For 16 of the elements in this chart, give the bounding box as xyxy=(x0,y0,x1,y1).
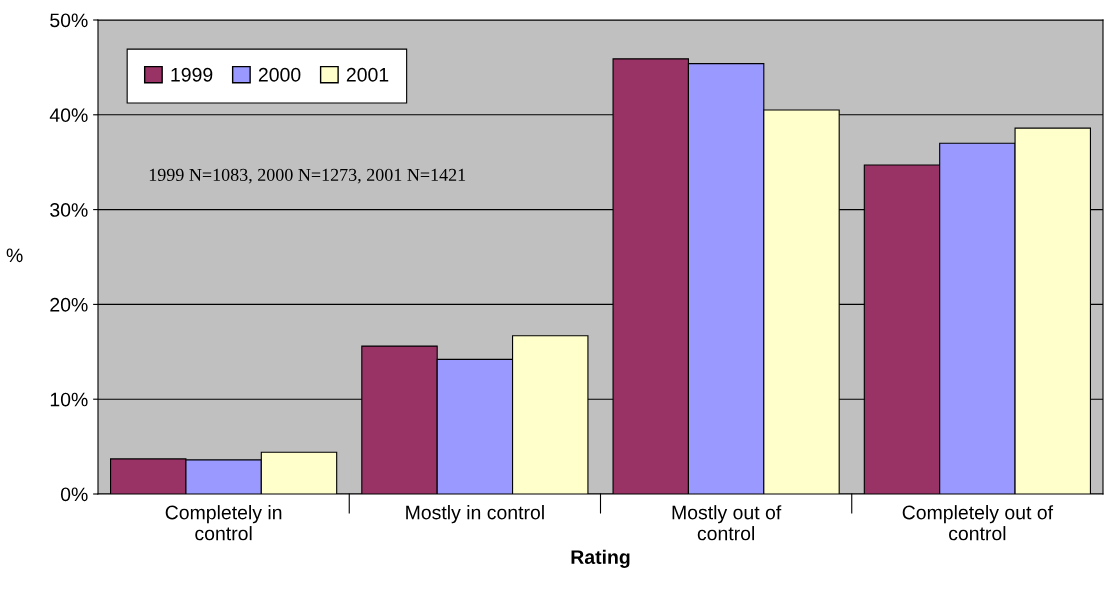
annotation: 1999 N=1083, 2000 N=1273, 2001 N=1421 xyxy=(149,168,466,184)
x-axis-title: Rating xyxy=(571,549,630,568)
y-tick-label: 10% xyxy=(50,392,88,407)
y-tick-label: 50% xyxy=(50,13,88,28)
legend-label: 2001 xyxy=(346,67,389,82)
y-tick-label: 20% xyxy=(50,297,88,312)
y-tick-label: 0% xyxy=(60,487,88,502)
legend-label: 2000 xyxy=(258,67,301,82)
legend-label: 1999 xyxy=(171,67,213,82)
y-tick-label: 40% xyxy=(49,108,88,123)
x-tick-label: Mostly in control xyxy=(406,505,544,524)
x-tick-label: Completely in control xyxy=(165,505,282,541)
y-axis-title: % xyxy=(6,248,23,263)
x-tick-label: Completely out of control xyxy=(902,505,1054,541)
x-tick-label: Mostly out of control xyxy=(672,505,782,541)
y-tick-label: 30% xyxy=(50,203,88,217)
